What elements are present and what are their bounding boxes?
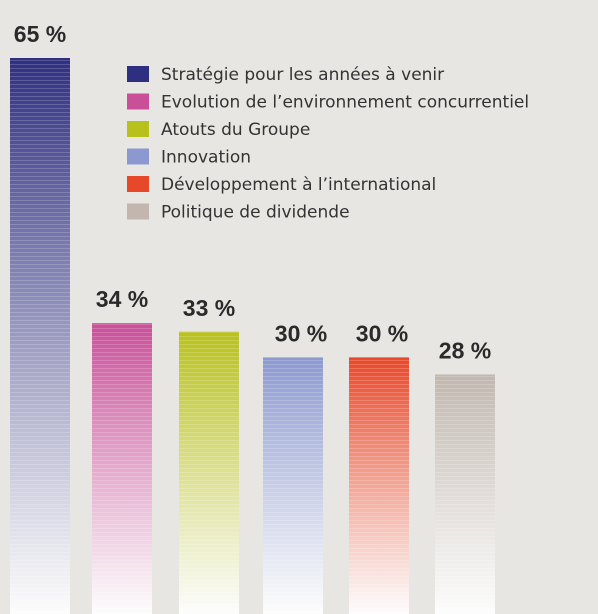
bar-texture (92, 323, 152, 614)
legend-label: Evolution de l’environnement concurrenti… (161, 93, 529, 113)
legend-label: Développement à l’international (161, 175, 436, 195)
legend-label: Innovation (161, 148, 251, 168)
bar-texture (349, 357, 409, 614)
value-label: 33 % (183, 295, 235, 321)
legend-label: Politique de dividende (161, 203, 350, 223)
legend-swatch (127, 93, 149, 110)
bar-texture (435, 374, 495, 614)
value-label: 34 % (96, 286, 148, 312)
value-label: 65 % (14, 21, 66, 47)
legend-swatch (127, 148, 149, 165)
legend-swatch (127, 121, 149, 137)
value-label: 30 % (356, 320, 408, 346)
value-label: 30 % (275, 320, 327, 346)
legend-swatch (127, 203, 149, 220)
bar-texture (263, 357, 323, 614)
bar-texture (10, 58, 70, 614)
legend-label: Atouts du Groupe (161, 120, 310, 140)
legend-swatch (127, 66, 149, 82)
legend-swatch (127, 176, 149, 192)
bar-texture (179, 331, 239, 614)
legend-label: Stratégie pour les années à venir (161, 65, 444, 85)
value-label: 28 % (439, 338, 491, 364)
